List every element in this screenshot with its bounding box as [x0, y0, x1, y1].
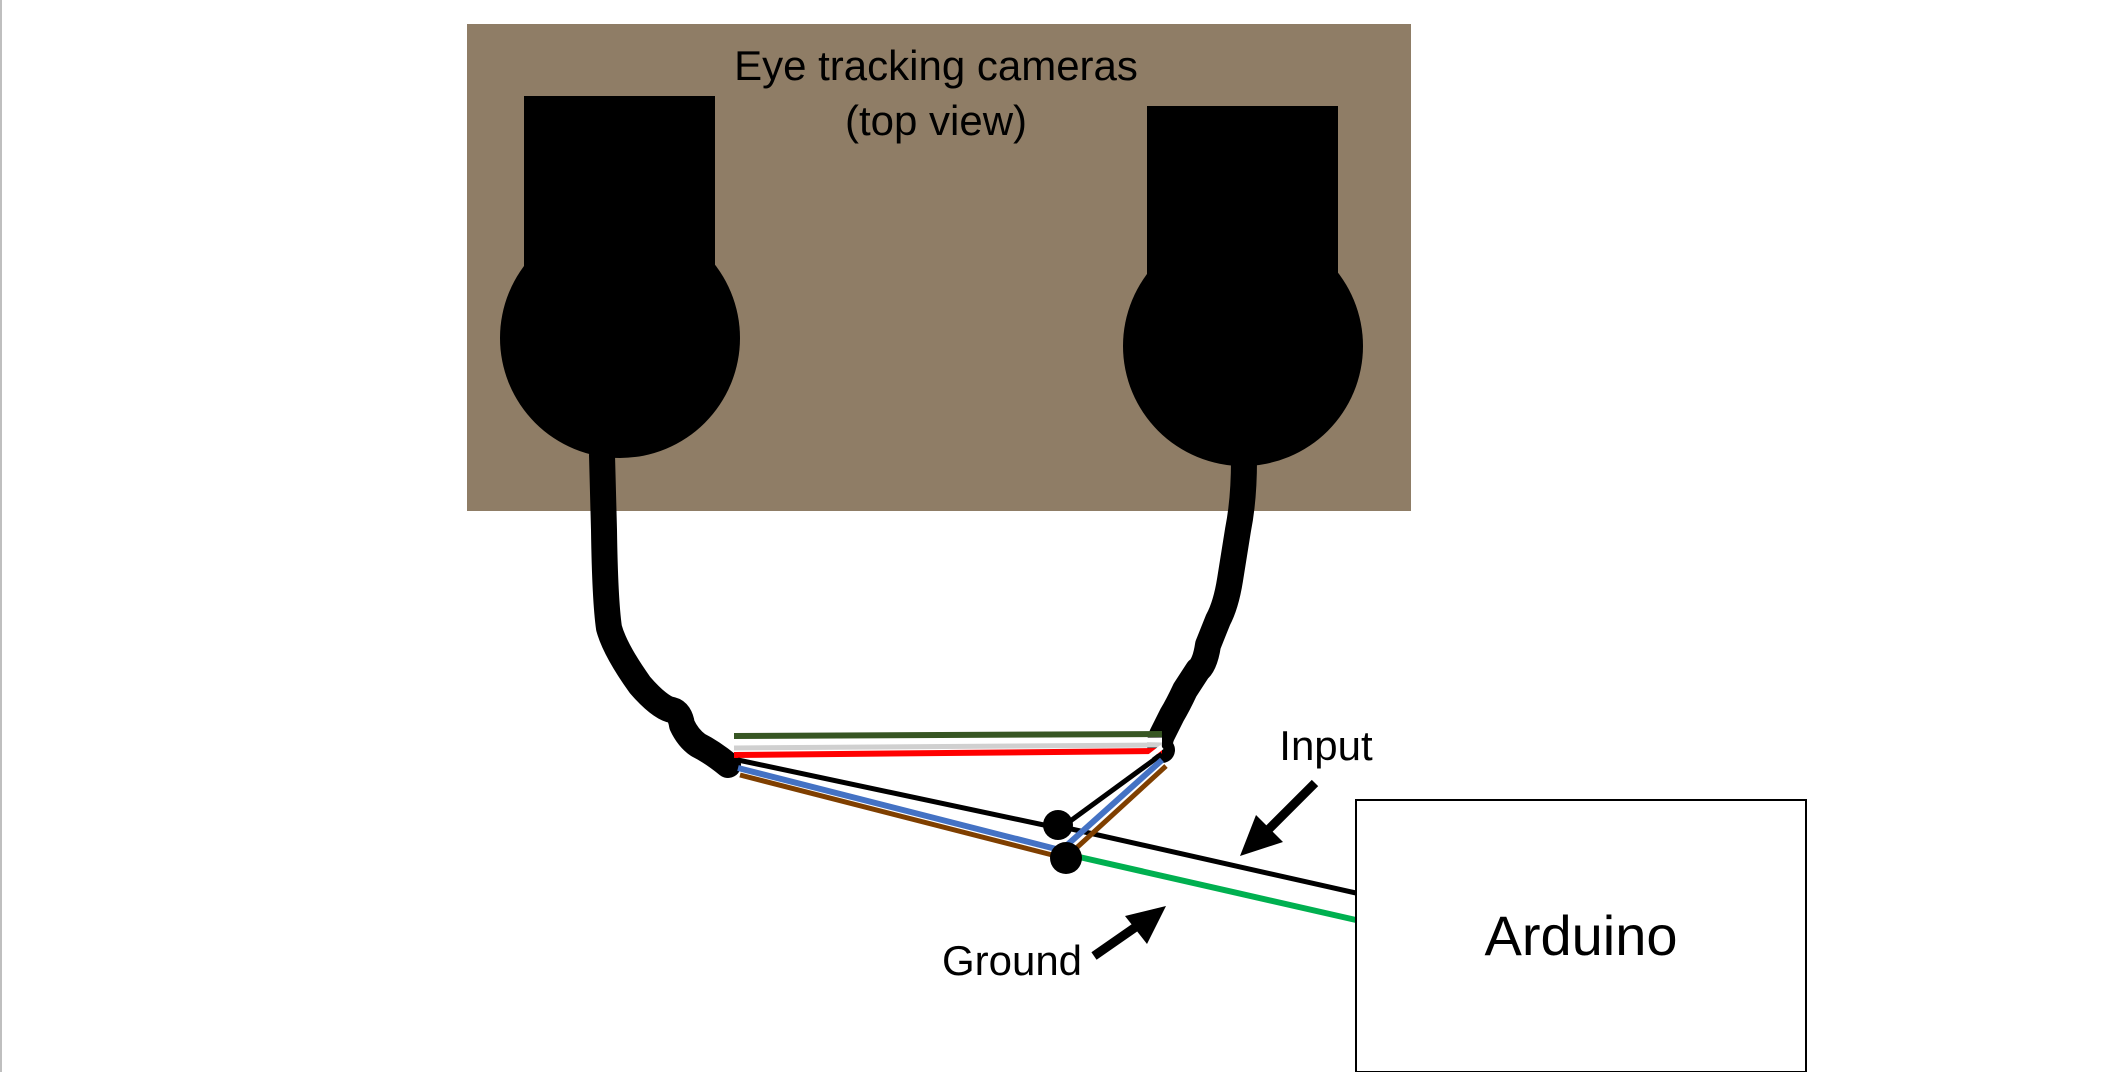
wire-signal-to-arduino	[1057, 823, 1357, 896]
ground-arrowhead	[1125, 906, 1166, 944]
wire-ground-white	[1065, 855, 1357, 927]
input-label: Input	[1279, 722, 1373, 769]
wire-green-dark	[733, 731, 1163, 739]
arduino-label: Arduino	[1484, 904, 1677, 967]
wire-blue-left	[737, 765, 1065, 854]
wire-ground	[1065, 851, 1357, 923]
wire-red	[733, 748, 1163, 758]
ground-arrow	[1091, 906, 1166, 960]
right-camera-lens	[1123, 226, 1363, 466]
input-arrowhead	[1240, 815, 1283, 856]
board-title-line1: Eye tracking cameras	[734, 42, 1138, 89]
wire-white	[733, 737, 1163, 745]
wire-brown-right	[1070, 764, 1168, 854]
wire-white-right	[1058, 745, 1164, 828]
wire-signal-left	[737, 757, 1059, 831]
ground-junction	[1050, 842, 1082, 874]
input-arrow	[1240, 779, 1319, 856]
wire-black-right	[1056, 751, 1164, 833]
wire-signal-to-arduino-white	[1057, 827, 1357, 900]
left-camera	[500, 96, 740, 458]
wire-bundle	[733, 731, 1357, 927]
arduino-box	[1355, 799, 1807, 1072]
left-camera-lens	[500, 218, 740, 458]
right-camera	[1123, 106, 1363, 466]
ground-label: Ground	[942, 937, 1082, 984]
wire-brown-left	[739, 772, 1065, 861]
board-title-line2: (top view)	[845, 97, 1027, 144]
wire-blue-right	[1063, 757, 1165, 849]
left-camera-cable	[589, 442, 741, 778]
input-junction	[1043, 810, 1073, 840]
wire-gray	[733, 742, 1163, 751]
